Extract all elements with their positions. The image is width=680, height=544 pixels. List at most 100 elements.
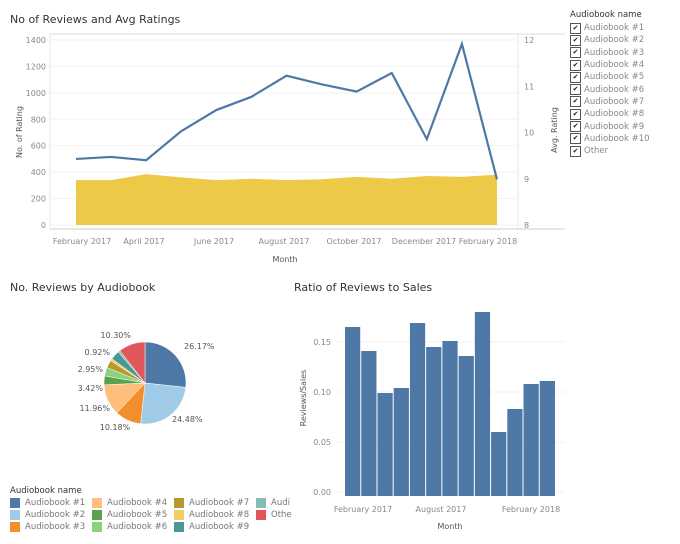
filter-item-label: Audiobook #1 bbox=[584, 23, 645, 34]
legend-swatch bbox=[174, 510, 184, 520]
legend-item: Audiobook #2 bbox=[10, 510, 92, 520]
y-tick-label: 0.05 bbox=[313, 438, 331, 447]
legend-label: Audiobook #1 bbox=[25, 498, 86, 508]
checkbox-checked-icon[interactable]: ✔ bbox=[570, 59, 581, 71]
filter-item-label: Audiobook #3 bbox=[584, 47, 645, 58]
filter-item[interactable]: ✔ Audiobook #9 bbox=[570, 120, 650, 133]
pie-slice-label: 26.17% bbox=[184, 342, 215, 351]
y-tick-label: 0.00 bbox=[313, 488, 331, 497]
y2-tick-label: 12 bbox=[524, 36, 534, 45]
legend-item: Audiobook #3 bbox=[10, 522, 92, 532]
ratio-bar bbox=[523, 384, 539, 496]
filter-item-label: Audiobook #10 bbox=[584, 133, 650, 144]
ratio-bar bbox=[507, 409, 523, 496]
checkbox-checked-icon[interactable]: ✔ bbox=[570, 121, 581, 133]
x-tick-label: February 2017 bbox=[53, 237, 111, 246]
y2-tick-label: 11 bbox=[524, 82, 534, 91]
pie-slice-label: 10.18% bbox=[100, 423, 131, 432]
legend-swatch bbox=[10, 522, 20, 532]
legend-label: Audi bbox=[271, 498, 290, 508]
x-axis-title: Month bbox=[437, 522, 462, 531]
pie-slice-label: 10.30% bbox=[100, 331, 131, 340]
filter-item[interactable]: ✔ Audiobook #3 bbox=[570, 47, 650, 59]
legend-item: Othe bbox=[256, 510, 296, 520]
filter-item[interactable]: ✔ Audiobook #5 bbox=[570, 71, 650, 83]
pie-slice-label: 3.42% bbox=[78, 384, 104, 393]
legend-swatch bbox=[92, 510, 102, 520]
pie-slice-label: 24.48% bbox=[172, 415, 203, 424]
legend-swatch bbox=[10, 498, 20, 508]
audiobook-filter: Audiobook name ✔ Audiobook #1 ✔ Audiobook #… bbox=[570, 10, 650, 157]
filter-item[interactable]: ✔ Audiobook #4 bbox=[570, 59, 650, 71]
filter-item[interactable]: ✔ Audiobook #6 bbox=[570, 83, 650, 96]
legend-label: Othe bbox=[271, 510, 292, 520]
y-axis-title: Reviews/Sales bbox=[299, 370, 308, 427]
pie-slice bbox=[140, 382, 187, 425]
y-tick-label: 1400 bbox=[26, 36, 46, 45]
checkbox-checked-icon[interactable]: ✔ bbox=[570, 22, 581, 34]
legend-label: Audiobook #9 bbox=[189, 522, 250, 532]
y-tick-label: 800 bbox=[31, 115, 46, 124]
filter-item[interactable]: ✔ Audiobook #10 bbox=[570, 133, 650, 145]
x-tick-label: February 2017 bbox=[334, 505, 392, 514]
legend-swatch bbox=[174, 498, 184, 508]
legend-label: Audiobook #6 bbox=[107, 522, 168, 532]
filter-item[interactable]: ✔ Audiobook #2 bbox=[570, 34, 650, 46]
ratio-bar bbox=[474, 312, 491, 496]
y-tick-label: 600 bbox=[31, 142, 46, 151]
ratio-bar bbox=[458, 356, 474, 496]
checkbox-checked-icon[interactable]: ✔ bbox=[570, 34, 581, 46]
checkbox-checked-icon[interactable]: ✔ bbox=[570, 108, 581, 120]
legend-item: Audiobook #8 bbox=[174, 510, 256, 520]
legend-swatch bbox=[256, 498, 266, 508]
filter-item[interactable]: ✔ Audiobook #7 bbox=[570, 96, 650, 108]
legend-label: Audiobook #5 bbox=[107, 510, 168, 520]
x-tick-label: April 2017 bbox=[123, 237, 164, 246]
filter-item-label: Audiobook #2 bbox=[584, 35, 645, 46]
pie-legend: Audiobook name Audiobook #1 Audiobook #4 A… bbox=[10, 486, 296, 532]
legend-swatch bbox=[256, 510, 266, 520]
filter-item[interactable]: ✔ Audiobook #8 bbox=[570, 108, 650, 120]
filter-item-label: Audiobook #9 bbox=[584, 121, 645, 132]
legend-item: Audiobook #6 bbox=[92, 522, 174, 532]
checkbox-checked-icon[interactable]: ✔ bbox=[570, 84, 581, 96]
checkbox-checked-icon[interactable]: ✔ bbox=[570, 96, 581, 108]
ratio-bar bbox=[409, 323, 426, 496]
legend-label: Audiobook #7 bbox=[189, 498, 250, 508]
checkbox-checked-icon[interactable]: ✔ bbox=[570, 47, 581, 59]
legend-item: Audiobook #7 bbox=[174, 498, 256, 508]
filter-item[interactable]: ✔ Audiobook #1 bbox=[570, 22, 650, 34]
line-chart-title: No of Reviews and Avg Ratings bbox=[10, 13, 181, 26]
pie-slice-label: 2.95% bbox=[78, 365, 104, 374]
ratio-bar bbox=[393, 388, 409, 496]
ratio-bar bbox=[491, 432, 507, 496]
ratio-bar bbox=[442, 341, 458, 496]
ratio-bar bbox=[377, 393, 393, 496]
x-tick-label: February 2018 bbox=[502, 505, 560, 514]
legend-label: Audiobook #3 bbox=[25, 522, 86, 532]
legend-swatch bbox=[174, 522, 184, 532]
x-tick-label: August 2017 bbox=[259, 237, 310, 246]
legend-label: Audiobook #4 bbox=[107, 498, 168, 508]
y-tick-label: 0 bbox=[41, 221, 46, 230]
x-axis-title: Month bbox=[272, 255, 297, 264]
ratio-bar bbox=[426, 347, 442, 496]
filter-item-label: Audiobook #4 bbox=[584, 60, 645, 71]
filter-item[interactable]: ✔ Other bbox=[570, 145, 650, 157]
checkbox-checked-icon[interactable]: ✔ bbox=[570, 133, 581, 145]
pie-slice bbox=[119, 341, 146, 384]
legend-item: Audiobook #5 bbox=[92, 510, 174, 520]
y-tick-label: 1000 bbox=[26, 89, 46, 98]
y-axis-title: No. of Rating bbox=[15, 106, 24, 158]
y2-tick-label: 9 bbox=[524, 175, 529, 184]
checkbox-checked-icon[interactable]: ✔ bbox=[570, 71, 581, 83]
y2-axis-title: Avg. Rating bbox=[550, 107, 559, 153]
filter-item-label: Audiobook #8 bbox=[584, 109, 645, 120]
filter-item-label: Audiobook #6 bbox=[584, 84, 645, 95]
checkbox-checked-icon[interactable]: ✔ bbox=[570, 145, 581, 157]
avg-rating-area bbox=[76, 174, 497, 225]
legend-swatch bbox=[92, 498, 102, 508]
y2-tick-label: 10 bbox=[524, 129, 534, 138]
legend-item: Audiobook #9 bbox=[174, 522, 256, 532]
